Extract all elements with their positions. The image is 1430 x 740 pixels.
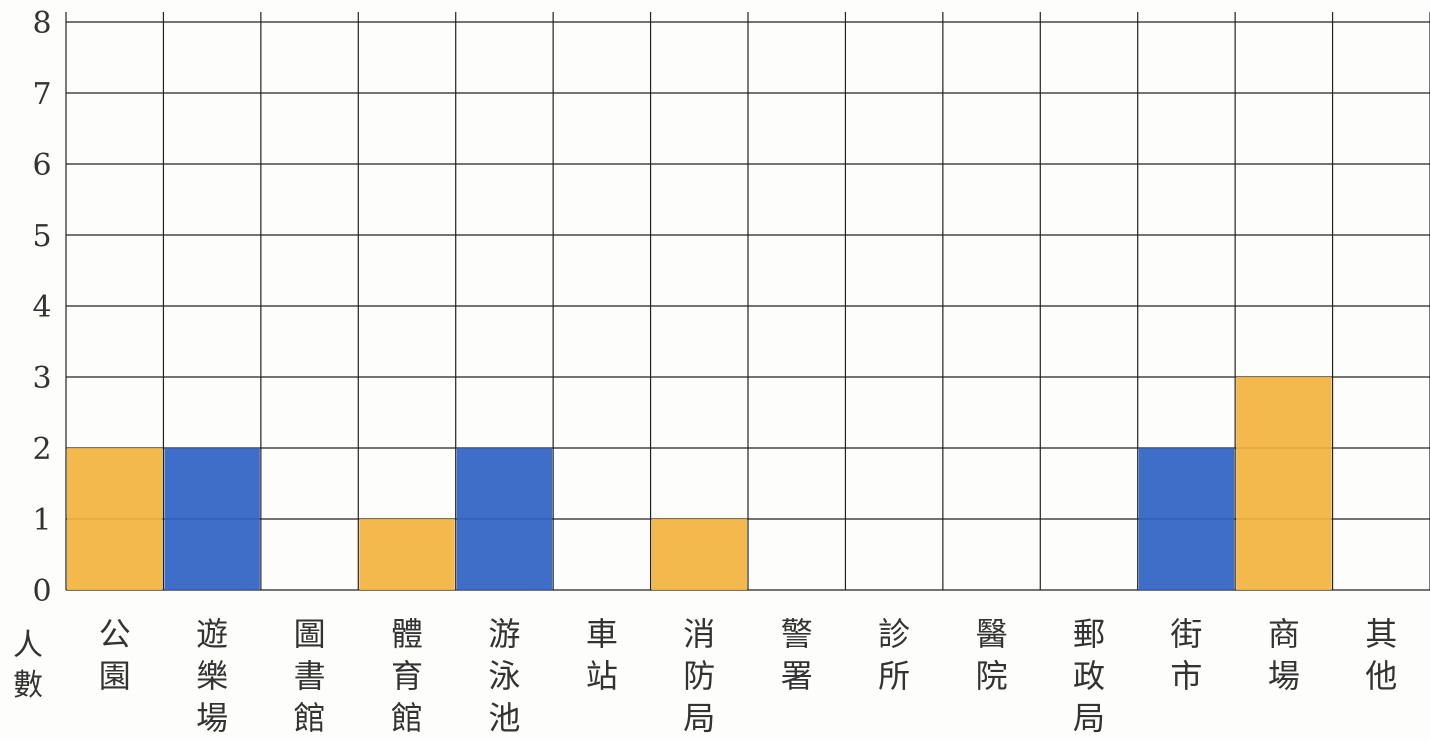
y-axis-title: 人數 — [13, 628, 43, 703]
x-category-label: 其他 — [1365, 615, 1397, 695]
x-category-label: 遊樂場 — [196, 615, 228, 737]
y-tick-label: 5 — [32, 219, 51, 254]
x-category-label: 車站 — [586, 615, 618, 695]
x-category-label: 街市 — [1170, 615, 1202, 695]
y-tick-label: 8 — [32, 6, 51, 41]
x-category-label: 消防局 — [683, 615, 715, 737]
y-tick-label: 7 — [32, 77, 51, 112]
y-tick-label: 2 — [32, 432, 51, 467]
y-tick-label: 4 — [32, 290, 51, 325]
y-tick-label: 1 — [32, 503, 51, 538]
bar-1 — [67, 448, 163, 590]
x-category-label: 游泳池 — [488, 615, 520, 737]
x-category-label: 體育館 — [391, 615, 423, 737]
chart-grid — [65, 12, 1430, 591]
bar-7 — [651, 519, 747, 590]
y-tick-label: 6 — [32, 148, 51, 183]
x-category-label: 警署 — [781, 615, 813, 695]
x-category-label: 郵政局 — [1073, 615, 1105, 737]
y-axis-label: 人數 — [13, 628, 43, 703]
y-tick-label: 3 — [32, 361, 51, 396]
y-tick-label: 0 — [32, 574, 51, 609]
x-category-label: 圖書館 — [294, 615, 326, 737]
chart-bars — [67, 377, 1332, 590]
bar-12 — [1138, 448, 1235, 590]
bar-13 — [1236, 377, 1332, 590]
bar-4 — [359, 519, 455, 590]
y-axis-ticks: 0 1 2 3 4 5 6 7 8 — [32, 6, 51, 609]
x-category-label: 醫院 — [976, 615, 1008, 695]
x-category-label: 商場 — [1268, 615, 1300, 695]
x-category-label: 公園 — [99, 615, 131, 695]
x-category-label: 診所 — [878, 615, 910, 695]
bar-5 — [456, 448, 553, 590]
bar-2 — [164, 448, 260, 590]
